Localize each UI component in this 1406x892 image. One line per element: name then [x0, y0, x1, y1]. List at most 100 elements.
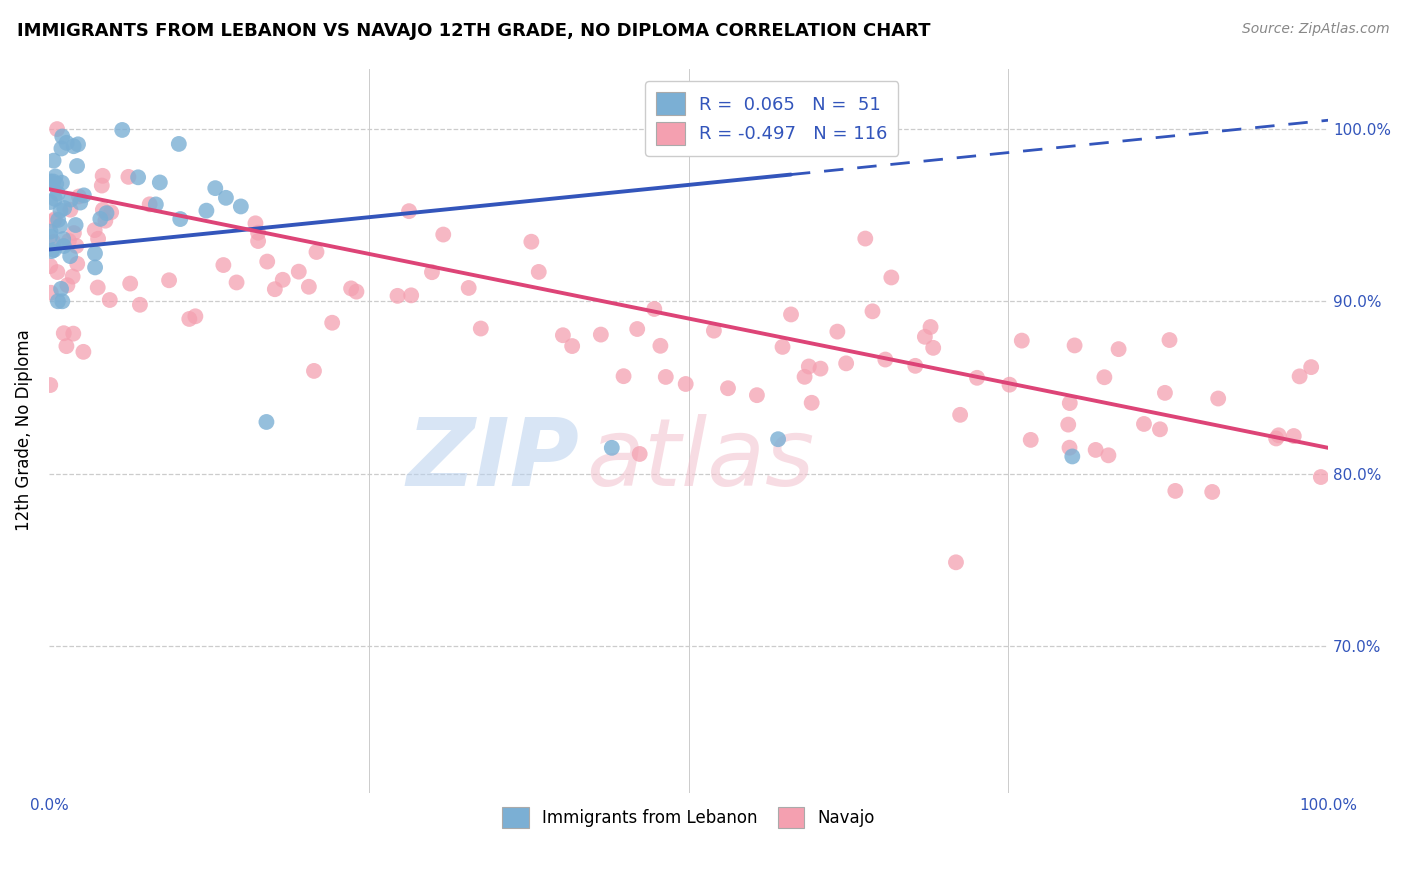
Point: [67, 189, 90, 203]
Point: [91, 169, 114, 183]
Point: [271, 273, 294, 287]
Point: [49, 282, 72, 296]
Point: [399, 288, 422, 302]
Point: [589, 327, 612, 342]
Point: [44, 192, 66, 206]
Point: [263, 282, 285, 296]
Point: [98, 293, 121, 307]
Point: [1267, 428, 1289, 442]
Point: [51, 141, 73, 155]
Point: [1154, 385, 1177, 400]
Point: [46, 265, 69, 279]
Text: IMMIGRANTS FROM LEBANON VS NAVAJO 12TH GRADE, NO DIPLOMA CORRELATION CHART: IMMIGRANTS FROM LEBANON VS NAVAJO 12TH G…: [17, 22, 931, 40]
Point: [387, 289, 409, 303]
Point: [628, 447, 651, 461]
Point: [49, 203, 72, 218]
Point: [298, 279, 321, 293]
Point: [169, 212, 191, 227]
Point: [1019, 433, 1042, 447]
Point: [157, 273, 180, 287]
Point: [1063, 338, 1085, 352]
Point: [46, 213, 69, 227]
Point: [73, 188, 96, 202]
Point: [766, 432, 789, 446]
Point: [65, 239, 87, 253]
Point: [703, 324, 725, 338]
Point: [772, 340, 794, 354]
Point: [59, 202, 82, 217]
Point: [1301, 360, 1323, 375]
Point: [66, 137, 89, 152]
Point: [613, 369, 636, 384]
Point: [880, 270, 903, 285]
Point: [100, 205, 122, 219]
Point: [810, 361, 832, 376]
Point: [52, 239, 75, 253]
Point: [717, 381, 740, 395]
Legend: Immigrants from Lebanon, Navajo: Immigrants from Lebanon, Navajo: [495, 800, 882, 835]
Point: [797, 359, 820, 374]
Point: [215, 191, 238, 205]
Point: [62, 269, 84, 284]
Point: [42, 214, 65, 228]
Point: [1133, 417, 1156, 431]
Point: [42, 235, 65, 249]
Point: [247, 234, 270, 248]
Point: [256, 254, 278, 268]
Point: [51, 129, 73, 144]
Point: [42, 174, 65, 188]
Point: [254, 415, 277, 429]
Point: [340, 281, 363, 295]
Point: [55, 136, 77, 150]
Point: [1201, 485, 1223, 500]
Point: [39, 259, 62, 273]
Point: [84, 260, 107, 275]
Point: [561, 339, 583, 353]
Point: [420, 265, 443, 279]
Point: [53, 201, 76, 215]
Point: [52, 326, 75, 341]
Point: [87, 280, 110, 294]
Point: [1057, 417, 1080, 432]
Point: [49, 219, 72, 233]
Point: [51, 294, 73, 309]
Point: [45, 177, 67, 191]
Point: [51, 176, 73, 190]
Point: [287, 265, 309, 279]
Point: [46, 186, 69, 201]
Point: [1265, 432, 1288, 446]
Point: [167, 136, 190, 151]
Point: [66, 257, 89, 271]
Point: [1084, 442, 1107, 457]
Point: [1288, 369, 1310, 384]
Text: Source: ZipAtlas.com: Source: ZipAtlas.com: [1241, 22, 1389, 37]
Point: [551, 328, 574, 343]
Point: [949, 408, 972, 422]
Point: [600, 441, 623, 455]
Point: [39, 194, 62, 209]
Point: [914, 330, 936, 344]
Point: [247, 226, 270, 240]
Point: [966, 371, 988, 385]
Point: [398, 204, 420, 219]
Point: [1059, 396, 1081, 410]
Point: [305, 245, 328, 260]
Point: [745, 388, 768, 402]
Point: [59, 249, 82, 263]
Point: [655, 370, 678, 384]
Point: [827, 325, 849, 339]
Point: [1062, 450, 1084, 464]
Point: [650, 339, 672, 353]
Point: [117, 169, 139, 184]
Point: [127, 170, 149, 185]
Point: [87, 232, 110, 246]
Point: [1092, 370, 1115, 384]
Point: [42, 153, 65, 168]
Point: [922, 341, 945, 355]
Point: [59, 193, 82, 207]
Point: [1164, 483, 1187, 498]
Point: [470, 321, 492, 335]
Point: [184, 310, 207, 324]
Point: [91, 202, 114, 217]
Point: [862, 304, 884, 318]
